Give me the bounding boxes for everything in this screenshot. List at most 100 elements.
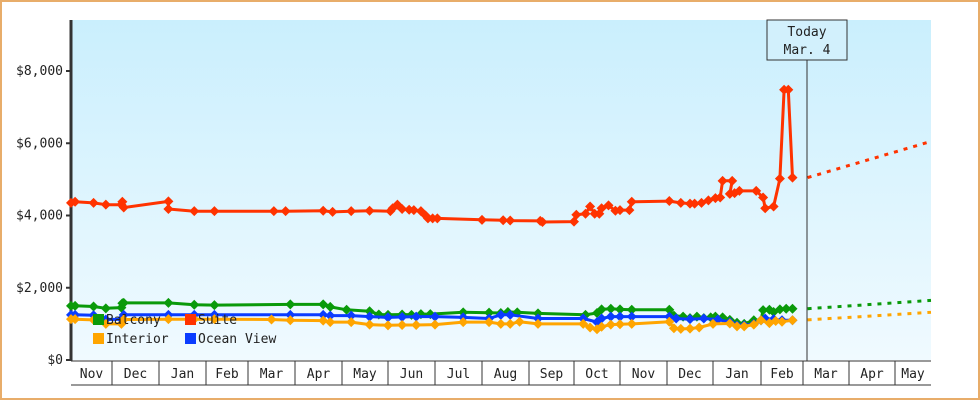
data-point[interactable] bbox=[781, 303, 792, 314]
data-point[interactable] bbox=[163, 314, 174, 325]
data-point[interactable] bbox=[715, 192, 726, 203]
data-point[interactable] bbox=[756, 315, 766, 326]
data-point[interactable] bbox=[664, 196, 675, 207]
data-point[interactable] bbox=[268, 206, 279, 217]
data-point[interactable] bbox=[585, 201, 596, 212]
data-point[interactable] bbox=[118, 297, 129, 308]
data-point[interactable] bbox=[624, 205, 635, 216]
data-point[interactable] bbox=[341, 304, 352, 315]
data-point[interactable] bbox=[751, 185, 762, 196]
data-point[interactable] bbox=[189, 299, 200, 310]
data-point[interactable] bbox=[397, 312, 408, 323]
data-point[interactable] bbox=[760, 203, 771, 214]
data-point[interactable] bbox=[163, 196, 174, 207]
data-point[interactable] bbox=[685, 314, 695, 325]
data-point[interactable] bbox=[163, 203, 174, 214]
data-point[interactable] bbox=[675, 197, 686, 208]
data-point[interactable] bbox=[774, 304, 785, 315]
data-point[interactable] bbox=[209, 314, 220, 325]
data-point[interactable] bbox=[411, 319, 422, 330]
data-point[interactable] bbox=[484, 307, 495, 318]
data-point[interactable] bbox=[533, 313, 543, 324]
data-point[interactable] bbox=[411, 311, 422, 322]
data-point[interactable] bbox=[458, 317, 469, 328]
data-point[interactable] bbox=[477, 214, 487, 225]
data-point[interactable] bbox=[397, 203, 408, 214]
data-point[interactable] bbox=[626, 311, 637, 322]
data-point[interactable] bbox=[783, 84, 794, 95]
data-point[interactable] bbox=[383, 320, 393, 331]
data-point[interactable] bbox=[397, 319, 408, 330]
data-point[interactable] bbox=[285, 309, 296, 320]
data-point[interactable] bbox=[533, 308, 543, 319]
data-point[interactable] bbox=[675, 323, 686, 334]
data-point[interactable] bbox=[70, 314, 81, 325]
data-point[interactable] bbox=[724, 318, 735, 329]
data-point[interactable] bbox=[671, 313, 682, 324]
data-point[interactable] bbox=[708, 318, 718, 329]
data-point[interactable] bbox=[505, 309, 516, 320]
data-point[interactable] bbox=[664, 311, 675, 322]
data-point[interactable] bbox=[189, 206, 200, 217]
data-point[interactable] bbox=[615, 205, 625, 216]
data-point[interactable] bbox=[266, 314, 277, 325]
data-point[interactable] bbox=[88, 301, 99, 312]
data-point[interactable] bbox=[458, 307, 469, 318]
data-point[interactable] bbox=[505, 318, 516, 329]
data-point[interactable] bbox=[537, 217, 548, 228]
data-point[interactable] bbox=[668, 323, 679, 334]
data-point[interactable] bbox=[505, 215, 516, 226]
data-point[interactable] bbox=[495, 309, 506, 320]
data-point[interactable] bbox=[318, 205, 329, 216]
data-point[interactable] bbox=[484, 317, 495, 328]
data-point[interactable] bbox=[774, 173, 785, 184]
data-point[interactable] bbox=[580, 208, 591, 219]
data-point[interactable] bbox=[364, 306, 375, 317]
data-point[interactable] bbox=[70, 300, 81, 311]
data-point[interactable] bbox=[605, 319, 616, 330]
data-point[interactable] bbox=[727, 175, 738, 186]
data-point[interactable] bbox=[664, 316, 675, 327]
data-point[interactable] bbox=[514, 316, 525, 327]
data-point[interactable] bbox=[118, 202, 129, 213]
data-point[interactable] bbox=[325, 317, 336, 328]
data-point[interactable] bbox=[100, 303, 111, 314]
data-point[interactable] bbox=[325, 301, 336, 312]
data-point[interactable] bbox=[615, 319, 625, 330]
data-point[interactable] bbox=[432, 213, 443, 224]
data-point[interactable] bbox=[327, 206, 338, 217]
data-point[interactable] bbox=[578, 318, 589, 329]
data-point[interactable] bbox=[739, 321, 750, 332]
data-point[interactable] bbox=[768, 201, 779, 212]
data-point[interactable] bbox=[430, 319, 440, 330]
data-point[interactable] bbox=[346, 206, 357, 217]
data-point[interactable] bbox=[664, 304, 675, 315]
data-point[interactable] bbox=[717, 175, 728, 186]
data-point[interactable] bbox=[318, 309, 329, 320]
data-point[interactable] bbox=[163, 297, 174, 308]
data-point[interactable] bbox=[578, 313, 589, 324]
data-point[interactable] bbox=[408, 205, 419, 216]
data-point[interactable] bbox=[732, 321, 742, 332]
data-point[interactable] bbox=[758, 192, 769, 203]
data-point[interactable] bbox=[70, 196, 81, 207]
data-point[interactable] bbox=[209, 206, 220, 217]
data-point[interactable] bbox=[596, 321, 607, 332]
data-point[interactable] bbox=[495, 318, 506, 329]
data-point[interactable] bbox=[626, 196, 637, 207]
data-point[interactable] bbox=[430, 311, 440, 322]
data-point[interactable] bbox=[603, 200, 614, 211]
data-point[interactable] bbox=[325, 310, 336, 321]
data-point[interactable] bbox=[571, 209, 582, 220]
data-point[interactable] bbox=[615, 311, 625, 322]
data-point[interactable] bbox=[615, 304, 625, 315]
data-point[interactable] bbox=[88, 197, 99, 208]
data-point[interactable] bbox=[100, 199, 111, 210]
data-point[interactable] bbox=[346, 317, 357, 328]
data-point[interactable] bbox=[364, 311, 375, 322]
data-point[interactable] bbox=[734, 185, 745, 196]
data-point[interactable] bbox=[596, 304, 607, 315]
data-point[interactable] bbox=[383, 312, 393, 323]
data-point[interactable] bbox=[787, 172, 798, 183]
data-point[interactable] bbox=[498, 215, 509, 226]
